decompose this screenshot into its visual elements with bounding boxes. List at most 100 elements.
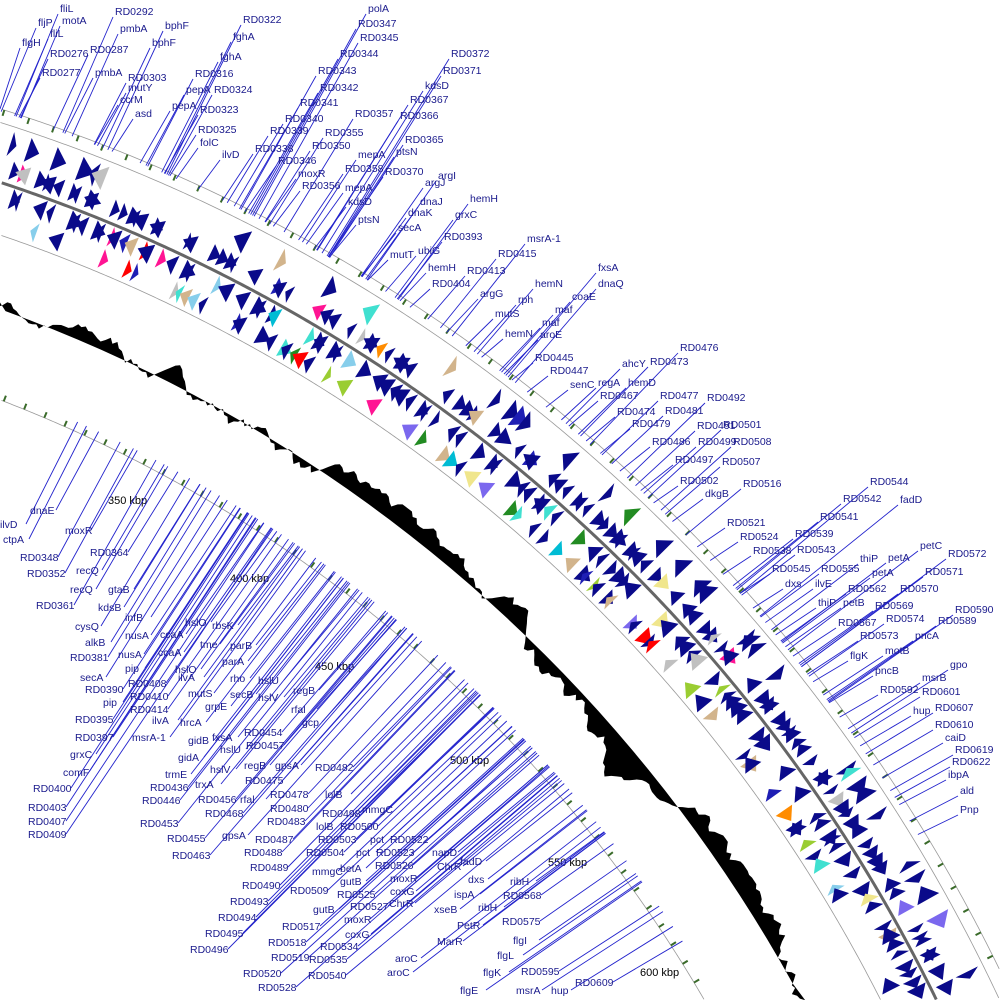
label-leader-line — [412, 826, 601, 973]
gene-feature — [486, 388, 502, 409]
leader-line-layer — [0, 13, 959, 991]
gene-label: hemN — [505, 328, 533, 340]
gene-feature — [376, 342, 389, 359]
label-leader-line — [272, 190, 301, 227]
feature-layer — [6, 132, 978, 999]
label-leader-line — [735, 521, 819, 589]
label-leader-line — [580, 366, 649, 437]
tick-mark — [477, 703, 484, 709]
gene-feature — [663, 659, 679, 673]
gene-label: parB — [230, 640, 252, 652]
gene-feature — [442, 355, 457, 377]
gene-feature — [493, 427, 512, 445]
gene-label: gpsA — [222, 830, 246, 842]
gene-feature — [935, 978, 953, 996]
gene-feature — [871, 859, 888, 875]
gene-feature — [686, 650, 703, 665]
label-leader-line — [479, 810, 588, 895]
tick-mark — [43, 411, 48, 419]
gene-feature — [401, 424, 419, 441]
gene-feature — [313, 335, 329, 354]
gene-label: dnaQ — [598, 278, 624, 290]
gene-label: RD0476 — [680, 342, 719, 354]
gene-feature — [427, 410, 440, 428]
label-leader-line — [801, 576, 924, 668]
gene-label: RD0545 — [772, 563, 811, 575]
gene-feature — [97, 249, 109, 268]
tick-mark — [357, 271, 363, 278]
label-leader-line — [0, 27, 37, 112]
label-leader-line — [501, 314, 554, 373]
label-leader-line — [175, 147, 199, 180]
label-leader-line — [167, 94, 213, 176]
gene-feature — [623, 508, 642, 527]
label-leader-line — [752, 588, 784, 609]
gene-label: RD0415 — [498, 248, 537, 260]
label-leader-line — [252, 28, 357, 216]
label-leader-line — [177, 592, 363, 824]
gene-label: RD0523 — [376, 847, 415, 859]
label-leader-line — [279, 688, 475, 886]
gene-feature — [544, 505, 558, 521]
gene-label: ChrR — [437, 861, 462, 873]
gene-label: RD0589 — [938, 615, 977, 627]
gene-feature — [347, 323, 358, 340]
gene-label: RD0574 — [886, 613, 925, 625]
gene-feature — [469, 442, 486, 459]
label-leader-line — [514, 288, 597, 384]
kbp-tick-label: 450 kbp — [315, 661, 354, 673]
gene-label: flgE — [460, 985, 478, 997]
gene-label: RD0473 — [650, 356, 689, 368]
tick-mark — [609, 457, 615, 464]
label-leader-line — [561, 387, 597, 421]
label-leader-line — [396, 241, 443, 300]
tick-mark — [345, 588, 351, 594]
label-leader-line — [640, 464, 674, 491]
gene-feature — [121, 259, 132, 278]
label-leader-line — [414, 780, 562, 904]
gene-label: kdsB — [98, 602, 121, 614]
label-leader-line — [540, 843, 614, 896]
label-leader-line — [94, 104, 119, 145]
gene-label: fxsA — [598, 262, 618, 274]
tick-mark — [805, 667, 812, 673]
tick-mark — [2, 395, 7, 402]
gene-feature — [779, 765, 797, 782]
label-leader-line — [917, 814, 959, 835]
label-leader-line — [283, 596, 369, 698]
label-leader-line — [462, 783, 565, 867]
label-leader-line — [150, 499, 228, 618]
gene-label: RD0539 — [795, 528, 834, 540]
gene-feature — [535, 528, 549, 544]
label-leader-line — [18, 77, 41, 118]
label-leader-line — [619, 446, 651, 472]
label-leader-line — [611, 415, 664, 465]
gene-label: mepA — [358, 149, 385, 161]
label-leader-line — [578, 387, 627, 435]
tick-mark — [755, 607, 762, 613]
label-leader-line — [123, 483, 201, 608]
label-leader-line — [808, 623, 885, 677]
gene-label: thiP — [860, 553, 878, 565]
label-leader-line — [485, 881, 643, 991]
gene-feature — [703, 670, 720, 686]
label-leader-line — [62, 16, 114, 133]
label-leader-line — [589, 352, 679, 445]
gene-label: RD0408 — [128, 678, 167, 690]
label-leader-line — [759, 504, 899, 617]
gene-feature — [857, 836, 874, 849]
gene-label: RD0590 — [955, 604, 994, 616]
gene-feature — [514, 411, 531, 431]
gene-label: kdsD — [348, 196, 372, 208]
gene-label: mmgC — [362, 804, 393, 816]
gene-feature — [117, 202, 128, 221]
gene-feature — [52, 179, 66, 198]
gene-label: argJ — [425, 177, 445, 189]
gene-feature — [332, 345, 344, 364]
label-leader-line — [462, 833, 606, 942]
gene-label: RD0364 — [90, 547, 129, 559]
label-leader-line — [828, 675, 874, 704]
gene-feature — [770, 710, 786, 727]
gene-label: fljP — [38, 17, 53, 29]
label-leader-line — [145, 94, 185, 166]
